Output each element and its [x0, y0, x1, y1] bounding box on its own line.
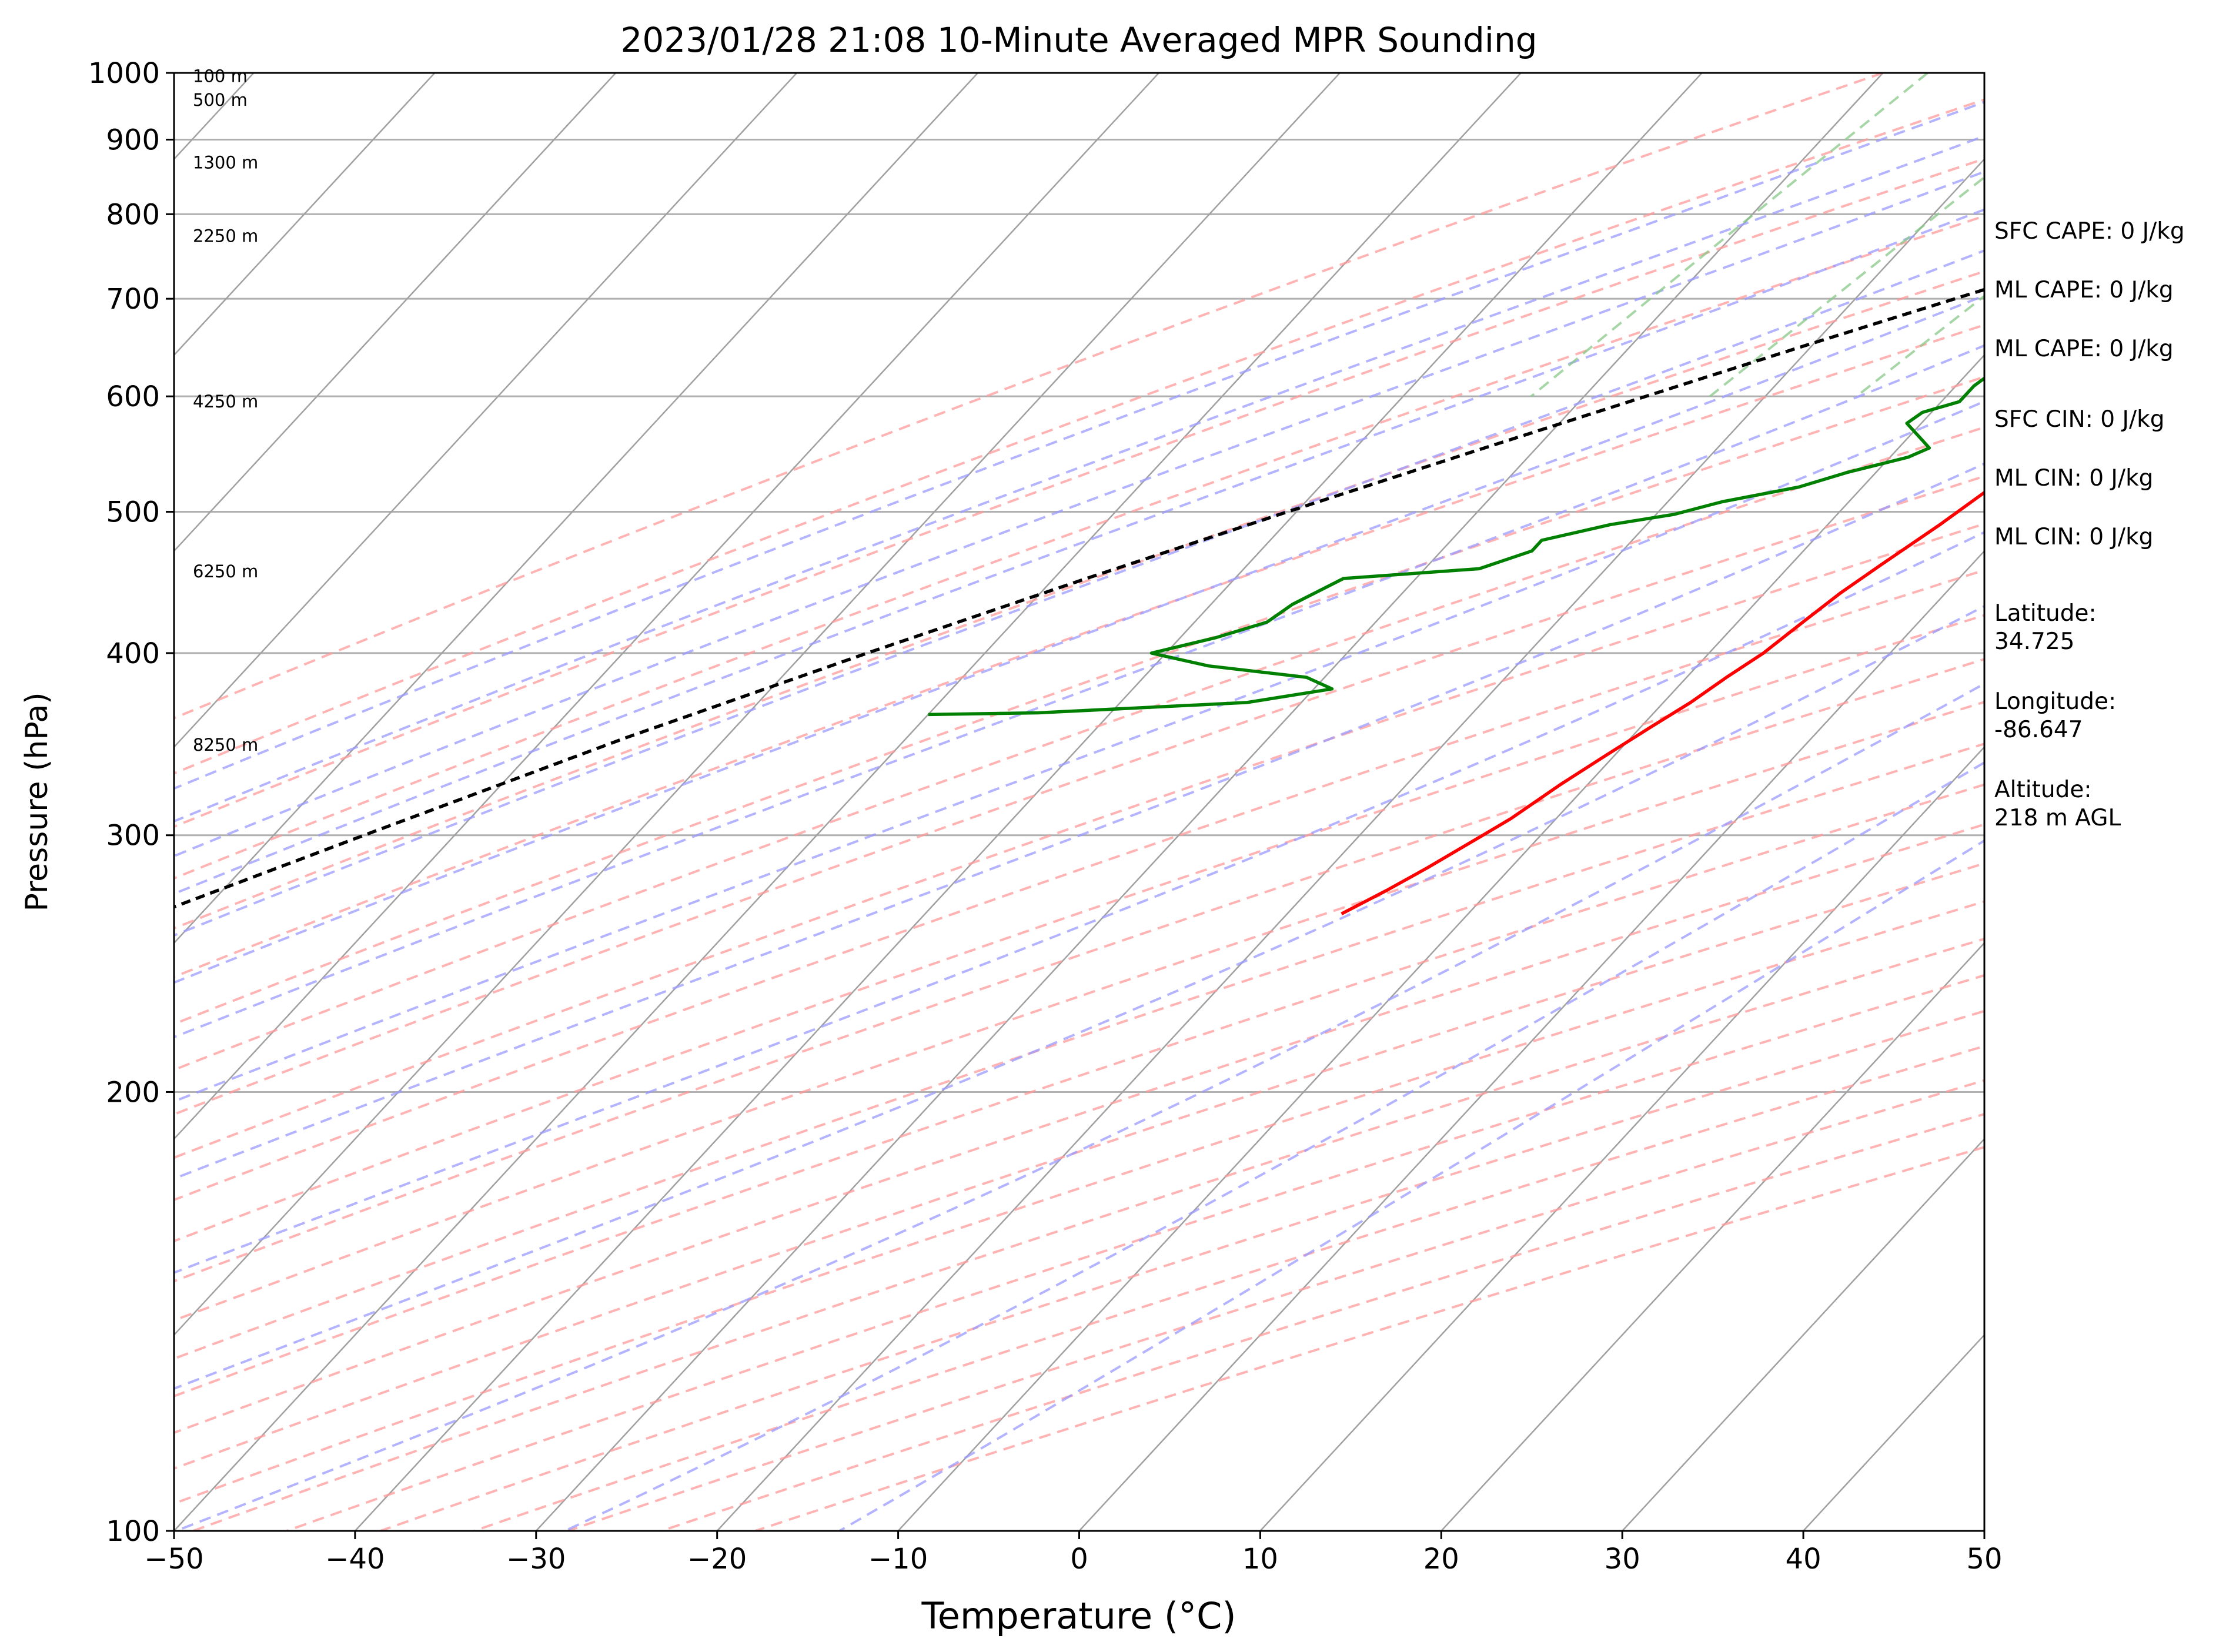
x-tick-label: 30 [1605, 1543, 1640, 1576]
dry-adiabat-line [473, 1045, 1984, 1531]
x-axis-ticks: −50 −40 −30 −20 −10 0 10 20 30 40 50 [144, 1531, 2003, 1576]
dry-adiabat-line [174, 73, 1884, 720]
x-tick-label: 0 [1070, 1543, 1088, 1576]
y-tick-label: 300 [106, 820, 160, 852]
isotherm-line [1440, 942, 1984, 1531]
y-axis-label: Pressure (hPa) [19, 693, 55, 912]
height-label: 6250 m [193, 561, 258, 581]
dry-adiabat-line [174, 900, 1984, 1505]
dry-adiabat-line [174, 98, 1984, 775]
y-tick-label: 800 [106, 198, 160, 231]
moist-adiabat-line [174, 344, 1984, 1039]
dry-adiabat-line [174, 568, 1984, 1202]
dry-adiabat-line [192, 937, 1984, 1531]
isotherm-line [897, 354, 1984, 1531]
mixing-ratio-line [1709, 175, 1984, 397]
height-labels: 8250 m 6250 m 4250 m 2250 m 1300 m 500 m 100 m [193, 66, 258, 755]
dry-adiabat-line [754, 1146, 1984, 1531]
moist-adiabat-line [174, 400, 1984, 1103]
moist-adiabat-line [174, 294, 1984, 984]
isotherm-line [174, 73, 436, 356]
dry-adiabat-line [174, 701, 1984, 1322]
height-label: 100 m [193, 66, 248, 86]
moist-adiabat-line [564, 761, 1984, 1531]
height-label: 4250 m [193, 392, 258, 412]
y-tick-label: 100 [106, 1515, 160, 1548]
sfc-cape-text: SFC CAPE: 0 J/kg [1994, 218, 2185, 245]
height-label: 1300 m [193, 152, 258, 172]
y-tick-label: 500 [106, 496, 160, 529]
x-axis-label: Temperature (°C) [921, 1594, 1236, 1637]
moist-adiabat-line [174, 531, 1984, 1274]
height-label: 500 m [193, 90, 248, 110]
moist-adiabat-line [174, 208, 1984, 895]
y-tick-label: 900 [106, 123, 160, 156]
moist-adiabat-line [174, 249, 1984, 937]
altitude-text: Altitude: 218 m AGL [1994, 777, 2121, 831]
y-tick-label: 700 [106, 283, 160, 316]
dry-adiabat-line [174, 474, 1984, 1116]
dewpoint-line [928, 376, 1984, 717]
x-tick-label: −20 [687, 1543, 747, 1576]
ml-cin-text: ML CIN: 0 J/kg [1994, 465, 2154, 491]
dry-adiabat-line [380, 1009, 1984, 1531]
mixing-ratio-line [1530, 73, 1928, 397]
chart-title: 2023/01/28 21:08 10-Minute Averaged MPR … [620, 20, 1537, 60]
longitude-text: Longitude: -86.647 [1994, 688, 2117, 743]
height-label: 2250 m [193, 226, 258, 246]
dry-adiabat-line [567, 1079, 1984, 1531]
x-tick-label: 40 [1786, 1543, 1821, 1576]
isotherm-line [716, 158, 1984, 1531]
dry-adiabat-line [174, 270, 1984, 930]
dry-adiabat-line [174, 783, 1984, 1397]
moist-adiabat-line [174, 604, 1984, 1390]
moist-adiabat-line [174, 135, 1984, 823]
dry-adiabat-line [174, 522, 1984, 1159]
dry-adiabat-line [286, 974, 1984, 1531]
dry-adiabat-line [174, 215, 1984, 880]
parcel-path-line [174, 287, 1984, 909]
isotherm-line [174, 73, 1341, 1336]
isotherm-line [174, 73, 617, 553]
dry-adiabat-line [174, 323, 1984, 978]
isotherm-line [1259, 745, 1984, 1531]
dry-adiabat-line [661, 1112, 1984, 1531]
x-tick-label: −40 [325, 1543, 385, 1576]
y-tick-label: 600 [106, 380, 160, 413]
x-tick-label: −30 [506, 1543, 566, 1576]
sfc-cin-text: SFC CIN: 0 J/kg [1994, 406, 2165, 433]
moist-adiabat-line [174, 170, 1984, 858]
ml-cin-text-2: ML CIN: 0 J/kg [1994, 524, 2154, 550]
mixing-ratio-line [1856, 294, 1984, 397]
isotherm-line [174, 73, 798, 748]
ml-cape-text-2: ML CAPE: 0 J/kg [1994, 336, 2174, 362]
x-tick-label: −10 [868, 1543, 928, 1576]
isotherm-line [535, 73, 1884, 1531]
y-tick-label: 1000 [88, 57, 160, 90]
dry-adiabat-line [174, 743, 1984, 1360]
isotherm-line [174, 73, 978, 944]
dry-adiabat-line [174, 426, 1984, 1071]
x-tick-label: 10 [1242, 1543, 1278, 1576]
y-axis-ticks: 100 200 300 400 500 600 700 800 900 1000 [88, 57, 174, 1548]
moist-adiabat-line [174, 462, 1984, 1181]
dry-adiabat-line [174, 158, 1984, 828]
x-tick-label: 50 [1966, 1543, 2002, 1576]
ml-cape-text: ML CAPE: 0 J/kg [1994, 277, 2174, 303]
height-label: 8250 m [193, 735, 258, 755]
y-tick-label: 400 [106, 637, 160, 670]
x-tick-label: 20 [1423, 1543, 1459, 1576]
profile-lines [174, 287, 1984, 915]
x-tick-label: −50 [144, 1543, 203, 1576]
isotherm-line [174, 73, 1522, 1531]
temperature-line [1341, 490, 1984, 915]
isotherm-line [354, 73, 1703, 1531]
isotherm-line [1622, 1138, 1984, 1531]
isotherm-line [174, 73, 1159, 1141]
y-tick-label: 200 [106, 1076, 160, 1109]
latitude-text: Latitude: 34.725 [1994, 600, 2097, 655]
